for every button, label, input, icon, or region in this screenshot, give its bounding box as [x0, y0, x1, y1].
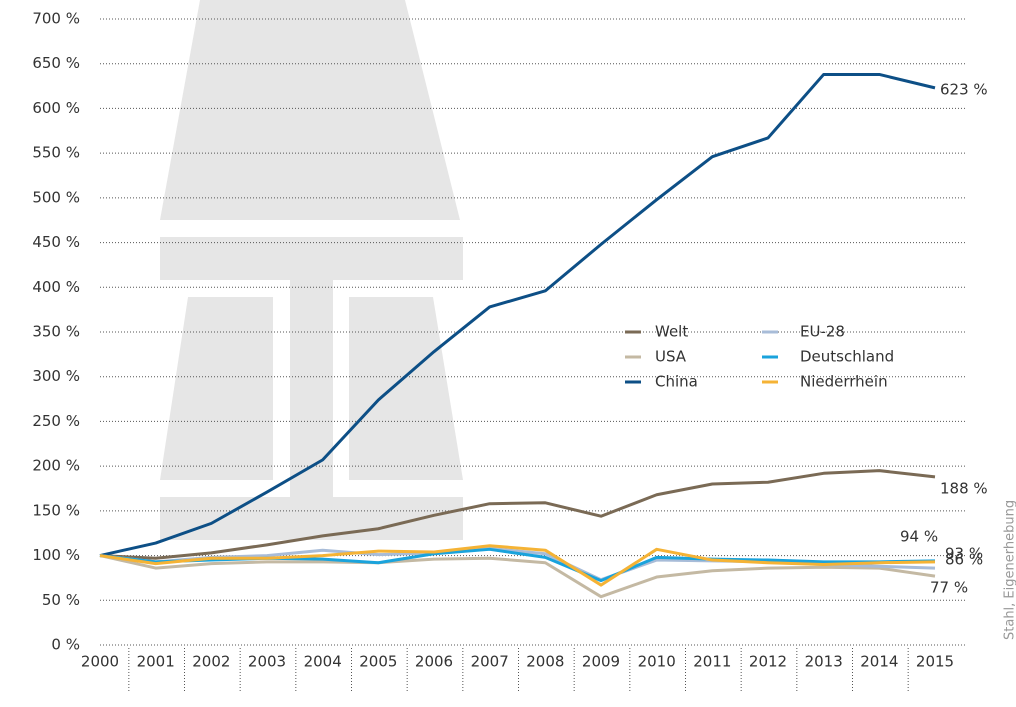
y-tick-label: 150 %	[32, 501, 80, 519]
legend-label: Deutschland	[800, 348, 894, 366]
x-tick-label: 2012	[749, 653, 787, 671]
value-label: 94 %	[900, 527, 938, 545]
x-tick-label: 2010	[638, 653, 676, 671]
legend-label: China	[655, 373, 698, 391]
x-tick-label: 2004	[304, 653, 342, 671]
x-tick-label: 2009	[582, 653, 620, 671]
x-tick-label: 2011	[693, 653, 731, 671]
y-tick-label: 200 %	[32, 457, 80, 475]
y-tick-label: 0 %	[51, 636, 80, 654]
legend-label: EU-28	[800, 323, 845, 341]
y-tick-label: 650 %	[32, 54, 80, 72]
value-label: 77 %	[930, 579, 968, 597]
value-label: 623 %	[940, 80, 988, 98]
x-tick-label: 2003	[248, 653, 286, 671]
source: Stahl, Eigenerhebung	[1003, 500, 1016, 640]
x-tick-label: 2015	[916, 653, 954, 671]
chart: Stahl, Eigenerhebung 0 % 50 % 100 % 150 % 20…	[0, 0, 1016, 703]
y-tick-label: 300 %	[32, 367, 80, 385]
y-tick-label: 700 %	[32, 10, 80, 28]
legend-label: Niederrhein	[800, 373, 888, 391]
y-tick-label: 400 %	[32, 278, 80, 296]
x-tick-label: 2007	[471, 653, 509, 671]
x-tick-label: 2002	[192, 653, 230, 671]
x-tick-label: 2013	[805, 653, 843, 671]
value-label: 188 %	[940, 479, 988, 497]
x-tick-label: 2006	[415, 653, 453, 671]
y-tick-label: 50 %	[42, 591, 80, 609]
x-tick-label: 2014	[860, 653, 898, 671]
y-tick-label: 450 %	[32, 233, 80, 251]
y-tick-label: 550 %	[32, 144, 80, 162]
x-tick-label: 2001	[137, 653, 175, 671]
y-tick-label: 250 %	[32, 412, 80, 430]
y-tick-label: 600 %	[32, 99, 80, 117]
y-tick-label: 500 %	[32, 188, 80, 206]
y-tick-label: 100 %	[32, 546, 80, 564]
x-tick-label: 2008	[526, 653, 564, 671]
value-label: 93 %	[945, 544, 983, 562]
legend-label: USA	[655, 348, 687, 366]
x-tick-label: 2005	[359, 653, 397, 671]
y-tick-label: 350 %	[32, 323, 80, 341]
x-tick-label: 2000	[81, 653, 119, 671]
watermark	[160, 0, 463, 540]
legend-label: Welt	[655, 323, 688, 341]
